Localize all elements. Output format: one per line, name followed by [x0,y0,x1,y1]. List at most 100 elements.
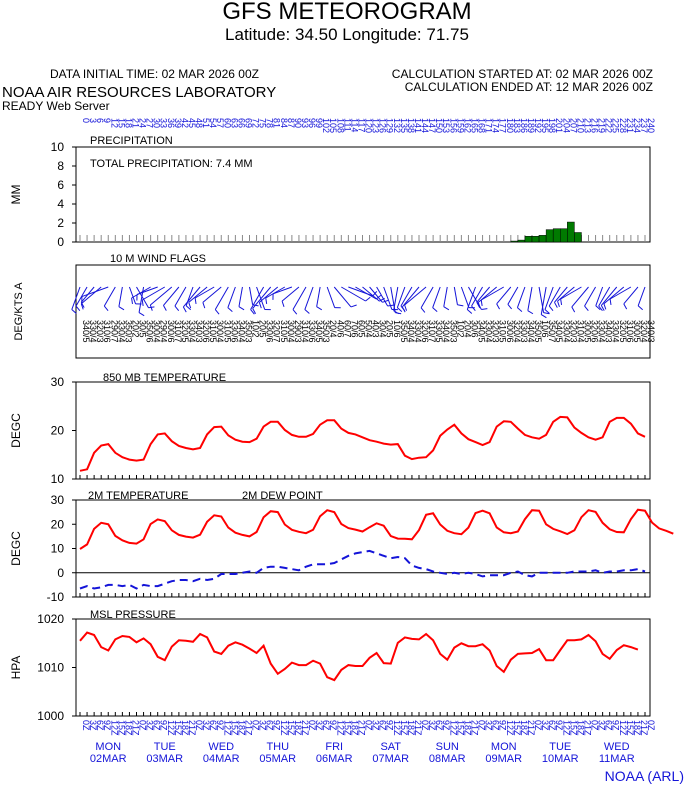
fcst-hour-label: 36 [166,118,176,128]
wind-flag [453,286,458,305]
wind-value-label: 330/4 [561,320,571,343]
wind-barb [571,306,576,313]
hour-label: 18Z [519,720,529,736]
wind-value-label: 30/4 [378,320,388,338]
wind-value-label: 300/5 [632,320,642,343]
wind-flag [131,286,151,299]
fcst-hour-label: 141 [413,118,423,133]
wind-value-label: 330/4 [187,320,197,343]
hour-label: 12Z [561,720,571,736]
wind-value-label: 310/5 [279,320,289,343]
fcst-hour-label: 72 [251,118,261,128]
wind-flag [128,286,137,305]
wind-value-label: 340/5 [554,320,564,343]
wind-barb [517,307,523,313]
wind-value-label: 320/6 [590,320,600,343]
wind-value-label: 330/6 [307,320,317,343]
fcst-hour-label: 180 [505,118,515,133]
fcst-hour-label: 195 [540,118,550,133]
hour-label: 12Z [166,720,176,736]
hour-label: 18Z [123,720,133,736]
hour-label: 21Z [582,720,592,736]
fcst-hour-label: 42 [180,118,190,128]
hour-label: 3Z [314,720,324,731]
hour-label: 18Z [406,720,416,736]
wind-barb [138,312,145,317]
wind-value-label: 310/7 [427,320,437,343]
lab-name: NOAA AIR RESOURCES LABORATORY [2,84,277,101]
wind-barb [103,305,109,312]
y-tick-label: 0 [57,235,64,249]
wind-value-label: 320/7 [272,320,282,343]
y-tick-label: -10 [47,590,65,604]
fcst-hour-label: 117 [356,118,366,132]
fcst-hour-label: 201 [554,118,564,133]
wind-flag [584,286,596,307]
hour-label: 21Z [187,720,197,736]
wind-barb [584,305,589,312]
wind-flag [252,286,272,309]
fcst-hour-label: 234 [632,118,642,133]
precip-bar [574,232,582,243]
hour-label: 3Z [145,720,155,731]
wind-barb [202,302,206,309]
wind-value-label: 350/3 [321,320,331,343]
wind-value-label: 350/3 [448,320,458,343]
hour-label: 0Z [646,720,656,731]
wind-flag [404,286,427,306]
fcst-hour-label: 39 [173,118,183,128]
hour-label: 6Z [95,720,105,731]
y-tick-label: 20 [51,424,65,438]
y-axis-label: DEGC [9,413,23,448]
fcst-hour-label: 156 [448,118,458,133]
wind-flag [150,286,173,306]
fcst-hour-label: 114 [349,118,359,132]
hour-label: 21Z [469,720,479,736]
y-tick-label: 1020 [37,612,64,626]
wind-value-label: 60/7 [342,320,352,338]
fcst-hour-label: 105 [328,118,338,133]
series-msl-pressure [79,631,639,682]
wind-barb [443,306,450,311]
fcst-hour-label: 222 [604,118,614,133]
wind-flag [265,286,286,299]
hour-label: 12Z [109,720,119,736]
y-tick-label: 8 [57,159,64,173]
wind-barb [194,297,197,305]
precip-bar [517,239,526,243]
y-tick-label: 10 [51,140,65,154]
day-of-week-label: TUE [549,741,571,753]
date-label: 02MAR [90,753,127,765]
wind-flag [316,286,321,307]
wind-flag [554,286,568,303]
hour-label: 3Z [597,720,607,731]
wind-value-label: 60/5 [356,320,366,338]
wind-flag [557,286,575,302]
wind-flag [420,286,434,309]
wind-value-label: 290/7 [109,320,119,343]
hour-label: 21Z [526,720,536,736]
wind-barb [637,305,644,311]
wind-value-label: 20/4 [328,320,338,338]
wind-value-label: 310/4 [575,320,585,343]
wind-flag [471,286,483,307]
hour-label: 0Z [194,720,204,731]
fcst-hour-label: 171 [484,118,494,133]
y-axis-label: MM [9,185,23,205]
wind-flag [202,286,222,303]
wind-value-label: 340/3 [194,320,204,343]
wind-value-label: 30/5 [138,320,148,338]
fcst-hour-label: 108 [335,118,345,133]
hour-label: 6Z [265,720,275,731]
y-tick-label: 10 [51,472,65,486]
hour-label: 6Z [547,720,557,731]
fcst-hour-label: 66 [236,118,246,128]
fcst-hour-label: 51 [201,118,211,128]
wind-value-label: 40/6 [335,320,345,338]
fcst-hour-label: 153 [441,118,451,133]
hour-label: 0Z [590,720,600,731]
panel-title: MSL PRESSURE [90,609,176,621]
wind-barb [543,312,550,315]
wind-flag [341,286,366,302]
